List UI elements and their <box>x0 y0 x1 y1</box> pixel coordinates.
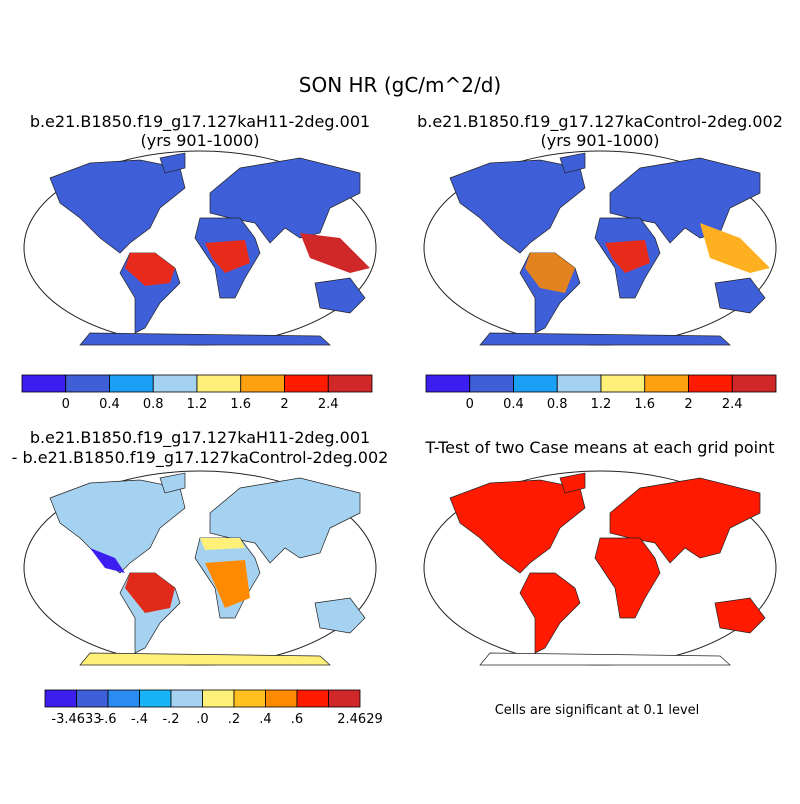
colorbar-box <box>21 374 67 393</box>
colorbar-box <box>469 374 514 393</box>
note: Cells are significant at 0.1 level <box>495 703 700 718</box>
panel-title: T-Test of two Case means at each grid po… <box>424 438 774 457</box>
colorbar-box <box>644 374 689 393</box>
colorbar-box <box>328 689 361 708</box>
panel-title: b.e21.B1850.f19_g17.127kaH11-2deg.001 <box>30 112 370 132</box>
colorbar-label: 1.6 <box>634 397 655 412</box>
colorbar-box <box>109 374 154 393</box>
colorbar-box <box>556 374 602 393</box>
colorbar-label: .2 <box>228 712 240 727</box>
panel-subtitle: (yrs 901-1000) <box>141 131 260 150</box>
panel-title: b.e21.B1850.f19_g17.127kaControl-2deg.00… <box>417 112 783 132</box>
colorbar-box <box>731 374 777 393</box>
colorbar-box <box>196 374 242 393</box>
colorbar-label: 2.4 <box>318 397 339 412</box>
colorbar-box <box>44 689 77 708</box>
colorbar-box <box>233 689 266 708</box>
colorbar-label: 0.8 <box>143 397 164 412</box>
colorbar-label: -.6 <box>99 712 116 727</box>
panel-subtitle: - b.e21.B1850.f19_g17.127kaControl-2deg.… <box>12 448 389 468</box>
colorbar-label: .6 <box>291 712 303 727</box>
colorbar-box <box>170 689 203 708</box>
colorbar-box <box>76 689 109 708</box>
panel-subtitle: (yrs 901-1000) <box>541 131 660 150</box>
colorbar-box <box>240 374 285 393</box>
colorbar-box <box>139 689 172 708</box>
colorbar-label: 0.4 <box>99 397 120 412</box>
map <box>23 470 377 666</box>
map <box>423 470 777 666</box>
map <box>423 150 777 346</box>
colorbar-label: -3.4633 <box>51 712 101 727</box>
colorbar-box <box>265 689 298 708</box>
colorbar-box <box>65 374 110 393</box>
colorbar-box <box>296 689 329 708</box>
colorbar-label: 0 <box>466 397 474 412</box>
colorbars: 0 0.4 0.8 1.2 1.6 2 2.4 0 0.4 0.8 1.2 1.6 2 2.4 -3.463… <box>21 374 777 727</box>
colorbar-label: 0.4 <box>503 397 524 412</box>
panel-title: b.e21.B1850.f19_g17.127kaH11-2deg.001 <box>30 428 370 448</box>
colorbar-box <box>513 374 558 393</box>
colorbar-box <box>202 689 235 708</box>
colorbar-box <box>152 374 198 393</box>
colorbar-label: -.4 <box>131 712 148 727</box>
colorbar-box <box>600 374 646 393</box>
colorbar-label: 2 <box>280 397 288 412</box>
colorbar-label: 2.4629 <box>337 712 383 727</box>
figure-title: SON HR (gC/m^2/d) <box>299 73 501 97</box>
colorbar-box <box>688 374 733 393</box>
colorbar-label: .4 <box>259 712 271 727</box>
colorbar-box <box>107 689 140 708</box>
colorbar-label: 1.2 <box>591 397 612 412</box>
colorbar-label: 0.8 <box>547 397 568 412</box>
colorbar-label: 1.2 <box>187 397 208 412</box>
colorbar-label: 2.4 <box>722 397 743 412</box>
colorbar-box <box>425 374 471 393</box>
colorbar-box <box>284 374 329 393</box>
map <box>23 150 377 346</box>
colorbar-label: .0 <box>196 712 208 727</box>
colorbar-label: 2 <box>684 397 692 412</box>
colorbar-label: -.2 <box>162 712 179 727</box>
colorbar-box <box>327 374 373 393</box>
colorbar-label: 1.6 <box>230 397 251 412</box>
colorbar-label: 0 <box>62 397 70 412</box>
